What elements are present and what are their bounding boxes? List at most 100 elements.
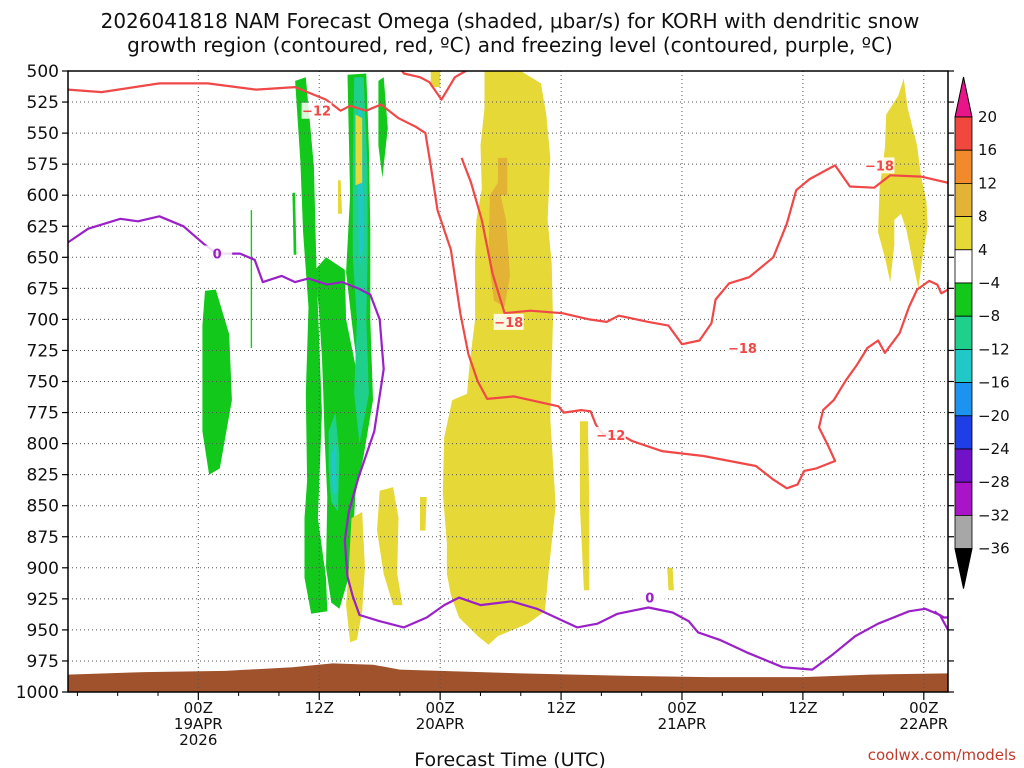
contour-label-bg--12-1	[595, 426, 626, 443]
x-tick-label-60-0: 00Z	[909, 699, 938, 717]
omega-region-13	[430, 71, 441, 88]
contour-label-0-1: 0	[645, 592, 654, 607]
x-tick-label-42-1: 21APR	[658, 715, 707, 733]
colorbar-label-8: 8	[978, 208, 988, 226]
colorbar-swatch--4-4	[954, 249, 973, 284]
contour-label-bg--18-1	[727, 339, 758, 356]
contour-label-0-0: 0	[213, 248, 222, 263]
contour-label--12-0: −12	[302, 105, 331, 120]
y-tick-label-675: 675	[27, 279, 59, 299]
y-tick-label-775: 775	[27, 404, 59, 424]
y-tick-label-900: 900	[27, 559, 59, 579]
y-tick-label-575: 575	[27, 155, 59, 175]
y-tick-label-725: 725	[27, 341, 59, 361]
grid-lines	[68, 71, 948, 692]
colorbar-swatch--20--16	[954, 382, 973, 417]
colorbar-label--16: −16	[978, 374, 1010, 392]
omega-region-0	[202, 289, 232, 475]
omega-region-19	[506, 540, 520, 572]
contour-label-bg-0-0	[202, 245, 233, 262]
omega-region-15	[346, 511, 365, 643]
omega-region-1	[250, 210, 253, 348]
y-tick-label-950: 950	[27, 621, 59, 641]
omega-region-21	[878, 78, 928, 289]
terrain-surface	[68, 663, 948, 692]
contour-label--18-0: −18	[494, 316, 523, 331]
colorbar-swatch-16-20	[954, 116, 973, 151]
y-tick-label-850: 850	[27, 497, 59, 517]
y-tick-label-875: 875	[27, 528, 59, 548]
contour-label-bg-0-1	[634, 589, 665, 606]
y-tick-label-1000: 1000	[16, 683, 59, 703]
y-tick-label-550: 550	[27, 124, 59, 144]
omega-region-14	[442, 71, 556, 645]
colorbar-swatch-12-16	[954, 149, 973, 184]
colorbar-label--12: −12	[978, 340, 1010, 358]
omega-region-11	[355, 114, 363, 186]
x-tick-label-24-0: 00Z	[425, 699, 454, 717]
x-tick-label-24-1: 20APR	[416, 715, 465, 733]
colorbar-swatch--12--8	[954, 315, 973, 350]
contour-labels: −12 −12 −18 −18 −18 0 0	[202, 102, 895, 607]
colorbar-swatch-8-12	[954, 182, 973, 217]
colorbar-label-16: 16	[978, 141, 997, 159]
y-tick-label-650: 650	[27, 248, 59, 268]
colorbar-swatch-4-8	[954, 216, 973, 251]
plot-area	[68, 71, 948, 692]
y-tick-label-500: 500	[27, 62, 59, 82]
colorbar-swatch--28--24	[954, 448, 973, 483]
y-tick-label-600: 600	[27, 186, 59, 206]
contour-0-segment-0	[68, 215, 948, 671]
colorbar-swatch--36--32	[954, 515, 973, 550]
y-tick-label-925: 925	[27, 590, 59, 610]
x-tick-label-42-0: 00Z	[667, 699, 696, 717]
contour-label-bg--12-0	[301, 102, 332, 119]
omega-region-12	[338, 180, 343, 214]
colorbar-swatch--16--12	[954, 348, 973, 383]
x-tick-label-6-2: 2026	[179, 731, 217, 749]
omega-region-17	[420, 497, 427, 531]
omega-region-23	[497, 157, 508, 196]
y-tick-label-625: 625	[27, 217, 59, 237]
colorbar-label--24: −24	[978, 440, 1010, 458]
colorbar-label-12: 12	[978, 174, 997, 192]
y-tick-label-700: 700	[27, 310, 59, 330]
colorbar-label--32: −32	[978, 506, 1010, 524]
omega-region-20	[667, 567, 674, 591]
colorbar-swatch--32--28	[954, 481, 973, 516]
y-tick-label-800: 800	[27, 435, 59, 455]
chart-title-line-2: growth region (contoured, red, ºC) and f…	[127, 33, 893, 57]
contour-label--18-1: −18	[728, 342, 757, 357]
contour--18-segment-0	[400, 71, 468, 101]
colorbar-swatch--8--4	[954, 282, 973, 317]
colorbar-label--20: −20	[978, 407, 1010, 425]
contour-label--18-2: −18	[865, 159, 894, 174]
omega-region-10	[331, 443, 337, 494]
x-tick-label-60-1: 22APR	[899, 715, 948, 733]
chart-title-line-1: 2026041818 NAM Forecast Omega (shaded, μ…	[101, 9, 920, 33]
x-tick-label-6-0: 00Z	[184, 699, 213, 717]
y-tick-label-750: 750	[27, 373, 59, 393]
colorbar-label-20: 20	[978, 108, 997, 126]
x-tick-label-15-0: 12Z	[305, 699, 334, 717]
omega-region-16	[377, 487, 403, 606]
contour-label--12-1: −12	[596, 429, 625, 444]
colorbar-label--4: −4	[978, 274, 1000, 292]
y-tick-label-525: 525	[27, 93, 59, 113]
contour-0-segment-1	[933, 610, 948, 619]
terrain-shading	[68, 663, 948, 692]
contour-label-bg--18-2	[864, 157, 895, 174]
contour--18-segment-1	[460, 157, 948, 346]
omega-region-6	[292, 192, 297, 255]
colorbar-arrow-bottom	[954, 548, 973, 589]
x-tick-label-33-0: 12Z	[546, 699, 575, 717]
x-tick-label-51-0: 12Z	[788, 699, 817, 717]
x-axis-label: Forecast Time (UTC)	[414, 749, 605, 768]
credit-text: coolwx.com/models	[868, 746, 1016, 764]
colorbar-swatch--24--20	[954, 415, 973, 450]
colorbar: 20 16 12 8 4 −4 −8 −12 −16 −20 −24 −28 −32 −36	[954, 76, 1010, 589]
colorbar-label--28: −28	[978, 473, 1010, 491]
y-tick-label-825: 825	[27, 466, 59, 486]
